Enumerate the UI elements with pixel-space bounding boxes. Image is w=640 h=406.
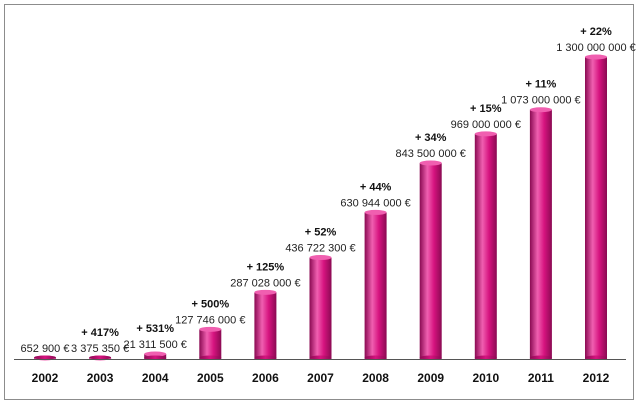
bar-base-2010: [474, 355, 497, 360]
growth-label-2007: + 52%: [305, 227, 337, 239]
bar-2011: [529, 109, 552, 359]
growth-label-2003: + 417%: [81, 327, 119, 339]
growth-label-2010: + 15%: [470, 103, 502, 115]
x-tick-label-2002: 2002: [32, 371, 59, 385]
bars-group: [34, 54, 607, 361]
growth-label-2005: + 500%: [191, 298, 229, 310]
bar-2005: [199, 329, 222, 359]
x-tick-label-2010: 2010: [472, 371, 499, 385]
bar-base-2011: [529, 355, 552, 360]
bar-cap-2004: [144, 351, 167, 357]
bar-2009: [419, 163, 442, 359]
labels-group: 652 900 € 2002 3 375 350 € + 417% 2003 21 311…: [21, 26, 636, 385]
bar-2007: [309, 257, 332, 359]
value-label-2003: 3 375 350 €: [71, 343, 129, 355]
x-tick-label-2009: 2009: [417, 371, 444, 385]
value-label-2004: 21 311 500 €: [123, 339, 186, 351]
growth-label-2008: + 44%: [360, 181, 392, 193]
bar-2012: [585, 57, 607, 359]
x-tick-label-2007: 2007: [307, 371, 334, 385]
bar-base-2007: [309, 355, 332, 360]
value-label-2002: 652 900 €: [21, 343, 70, 355]
bar-cap-2005: [199, 326, 222, 332]
x-tick-label-2012: 2012: [583, 371, 610, 385]
bar-cap-2006: [254, 289, 277, 295]
x-tick-label-2006: 2006: [252, 371, 279, 385]
bar-base-2005: [199, 355, 222, 360]
value-label-2010: 969 000 000 €: [451, 119, 521, 131]
bar-cap-2009: [419, 160, 442, 166]
x-tick-label-2004: 2004: [142, 371, 169, 385]
growth-label-2012: + 22%: [580, 26, 612, 38]
value-label-2011: 1 073 000 000 €: [501, 95, 581, 107]
x-tick-label-2003: 2003: [87, 371, 114, 385]
bar-base-2009: [419, 355, 442, 360]
bar-base-2008: [364, 355, 387, 360]
bar-cap-2007: [309, 255, 332, 261]
value-label-2008: 630 944 000 €: [340, 197, 410, 209]
bar-base-2003: [89, 355, 112, 360]
value-label-2006: 287 028 000 €: [230, 277, 300, 289]
x-tick-label-2005: 2005: [197, 371, 224, 385]
growth-label-2004: + 531%: [136, 323, 174, 335]
bar-base-2002: [34, 355, 56, 360]
bar-2008: [364, 212, 387, 359]
value-label-2012: 1 300 000 000 €: [556, 42, 636, 54]
bar-base-2004: [144, 355, 167, 360]
bar-base-2012: [585, 355, 607, 360]
growth-label-2009: + 34%: [415, 132, 447, 144]
bar-cap-2008: [364, 209, 387, 215]
x-tick-label-2011: 2011: [528, 371, 554, 385]
bar-2006: [254, 292, 277, 359]
bar-cap-2012: [585, 54, 607, 60]
value-label-2005: 127 746 000 €: [175, 314, 245, 326]
bar-2010: [474, 133, 497, 359]
growth-label-2006: + 125%: [247, 261, 285, 273]
bar-cap-2010: [474, 131, 497, 137]
bar-base-2006: [254, 355, 277, 360]
x-tick-label-2008: 2008: [362, 371, 389, 385]
growth-label-2011: + 11%: [525, 79, 556, 91]
value-label-2009: 843 500 000 €: [396, 148, 466, 160]
value-label-2007: 436 722 300 €: [285, 243, 355, 255]
bar-cap-2011: [529, 107, 552, 113]
